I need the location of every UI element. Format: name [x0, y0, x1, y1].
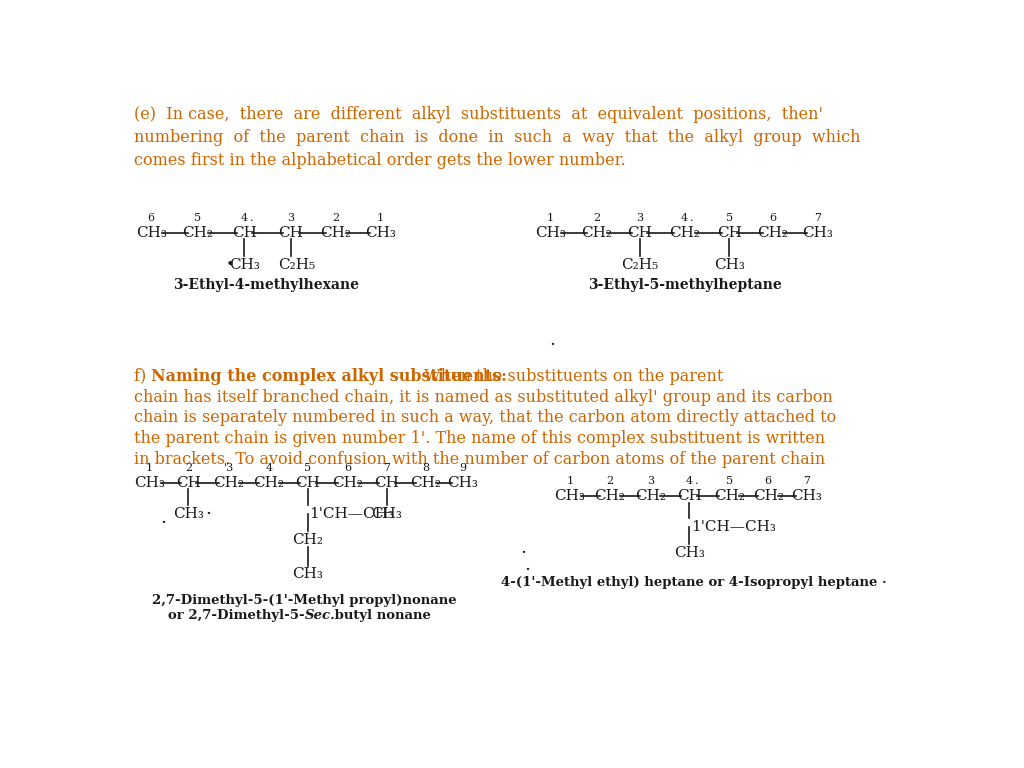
Text: chain has itself branched chain, it is named as substituted alkyl' group and its: chain has itself branched chain, it is n…: [134, 389, 834, 406]
Text: CH₂: CH₂: [213, 476, 245, 490]
Text: 5: 5: [726, 213, 733, 223]
Text: 2,7-Dimethyl-5-(1'-Methyl propyl)nonane: 2,7-Dimethyl-5-(1'-Methyl propyl)nonane: [153, 594, 457, 607]
Text: or 2,7-Dimethyl-5-: or 2,7-Dimethyl-5-: [168, 609, 305, 622]
Text: ·: ·: [205, 505, 211, 523]
Text: CH₃: CH₃: [535, 226, 566, 240]
Text: comes first in the alphabetical order gets the lower number.: comes first in the alphabetical order ge…: [134, 152, 626, 169]
Text: CH₃: CH₃: [293, 568, 324, 581]
Text: 1: 1: [547, 213, 554, 223]
Text: CH₃: CH₃: [134, 476, 165, 490]
Text: 4: 4: [685, 476, 692, 486]
Text: .: .: [690, 213, 693, 223]
Text: CH₃: CH₃: [803, 226, 834, 240]
Text: 5: 5: [726, 476, 733, 486]
Text: CH₃: CH₃: [447, 476, 478, 490]
Text: 3: 3: [647, 476, 654, 486]
Text: •: •: [226, 258, 234, 273]
Text: CH: CH: [677, 489, 701, 503]
Text: CH₃: CH₃: [136, 226, 167, 240]
Text: ·: ·: [524, 561, 530, 578]
Text: CH: CH: [717, 226, 741, 240]
Text: 3-Ethyl-4-methylhexane: 3-Ethyl-4-methylhexane: [173, 279, 359, 293]
Text: 1: 1: [146, 463, 154, 473]
Text: 2: 2: [185, 463, 193, 473]
Text: 4: 4: [265, 463, 272, 473]
Text: 1: 1: [566, 476, 573, 486]
Text: ·: ·: [550, 336, 556, 354]
Text: CH₃: CH₃: [554, 489, 585, 503]
Text: CH: CH: [231, 226, 257, 240]
Text: CH₂: CH₂: [753, 489, 783, 503]
Text: CH₂: CH₂: [292, 532, 324, 547]
Text: 7: 7: [804, 476, 810, 486]
Text: 6: 6: [344, 463, 351, 473]
Text: CH₃: CH₃: [173, 507, 204, 521]
Text: Naming the complex alkyl substituents:: Naming the complex alkyl substituents:: [152, 368, 507, 385]
Text: 1'CH—CH₃: 1'CH—CH₃: [309, 507, 394, 521]
Text: 1'CH—CH₃: 1'CH—CH₃: [690, 520, 775, 535]
Text: CH: CH: [375, 476, 399, 490]
Text: .: .: [694, 476, 698, 486]
Text: (e)  In case,  there  are  different  alkyl  substituents  at  equivalent  posit: (e) In case, there are different alkyl s…: [134, 106, 823, 123]
Text: CH₂: CH₂: [669, 226, 700, 240]
Text: in brackets. To avoid confusion with the number of carbon atoms of the parent ch: in brackets. To avoid confusion with the…: [134, 451, 825, 468]
Text: CH₃: CH₃: [674, 545, 705, 560]
Text: CH₂: CH₂: [714, 489, 744, 503]
Text: 3-Ethyl-5-methylheptane: 3-Ethyl-5-methylheptane: [588, 279, 781, 293]
Text: 6: 6: [765, 476, 772, 486]
Text: CH₃: CH₃: [792, 489, 822, 503]
Text: Sec.: Sec.: [305, 609, 336, 622]
Text: 1: 1: [377, 213, 384, 223]
Text: 2: 2: [593, 213, 600, 223]
Text: 7: 7: [383, 463, 390, 473]
Text: 5: 5: [304, 463, 311, 473]
Text: C₂H₅: C₂H₅: [621, 258, 658, 273]
Text: CH₂: CH₂: [758, 226, 788, 240]
Text: ·: ·: [520, 544, 526, 561]
Text: CH₂: CH₂: [182, 226, 213, 240]
Text: CH₃: CH₃: [372, 507, 402, 521]
Text: 6: 6: [769, 213, 776, 223]
Text: CH: CH: [627, 226, 652, 240]
Text: CH₂: CH₂: [333, 476, 364, 490]
Text: 7: 7: [814, 213, 821, 223]
Text: 3: 3: [287, 213, 294, 223]
Text: CH: CH: [176, 476, 201, 490]
Text: f): f): [134, 368, 152, 385]
Text: 6: 6: [147, 213, 155, 223]
Text: 5: 5: [195, 213, 202, 223]
Text: CH: CH: [295, 476, 321, 490]
Text: 4: 4: [681, 213, 688, 223]
Text: CH₃: CH₃: [714, 258, 744, 273]
Text: CH₂: CH₂: [321, 226, 351, 240]
Text: CH₂: CH₂: [582, 226, 612, 240]
Text: CH₃: CH₃: [366, 226, 396, 240]
Text: When the substituents on the parent: When the substituents on the parent: [420, 368, 724, 385]
Text: CH₂: CH₂: [595, 489, 626, 503]
Text: 8: 8: [422, 463, 429, 473]
Text: CH₂: CH₂: [410, 476, 441, 490]
Text: butyl nonane: butyl nonane: [330, 609, 430, 622]
Text: 2: 2: [332, 213, 339, 223]
Text: 4-(1'-Methyl ethyl) heptane or 4-Isopropyl heptane ·: 4-(1'-Methyl ethyl) heptane or 4-Isoprop…: [501, 576, 887, 589]
Text: numbering  of  the  parent  chain  is  done  in  such  a  way  that  the  alkyl : numbering of the parent chain is done in…: [134, 129, 861, 146]
Text: 2: 2: [606, 476, 613, 486]
Text: 9: 9: [459, 463, 466, 473]
Text: the parent chain is given number 1'. The name of this complex substituent is wri: the parent chain is given number 1'. The…: [134, 430, 825, 447]
Text: chain is separately numbered in such a way, that the carbon atom directly attach: chain is separately numbered in such a w…: [134, 409, 837, 426]
Text: .: .: [250, 213, 253, 223]
Text: C₂H₅: C₂H₅: [279, 258, 315, 273]
Text: '3: '3: [223, 463, 233, 473]
Text: 3: 3: [636, 213, 643, 223]
Text: 4: 4: [241, 213, 248, 223]
Text: ·: ·: [160, 515, 166, 532]
Text: CH: CH: [279, 226, 303, 240]
Text: CH₃: CH₃: [228, 258, 260, 273]
Text: CH₂: CH₂: [254, 476, 285, 490]
Text: CH₂: CH₂: [635, 489, 666, 503]
